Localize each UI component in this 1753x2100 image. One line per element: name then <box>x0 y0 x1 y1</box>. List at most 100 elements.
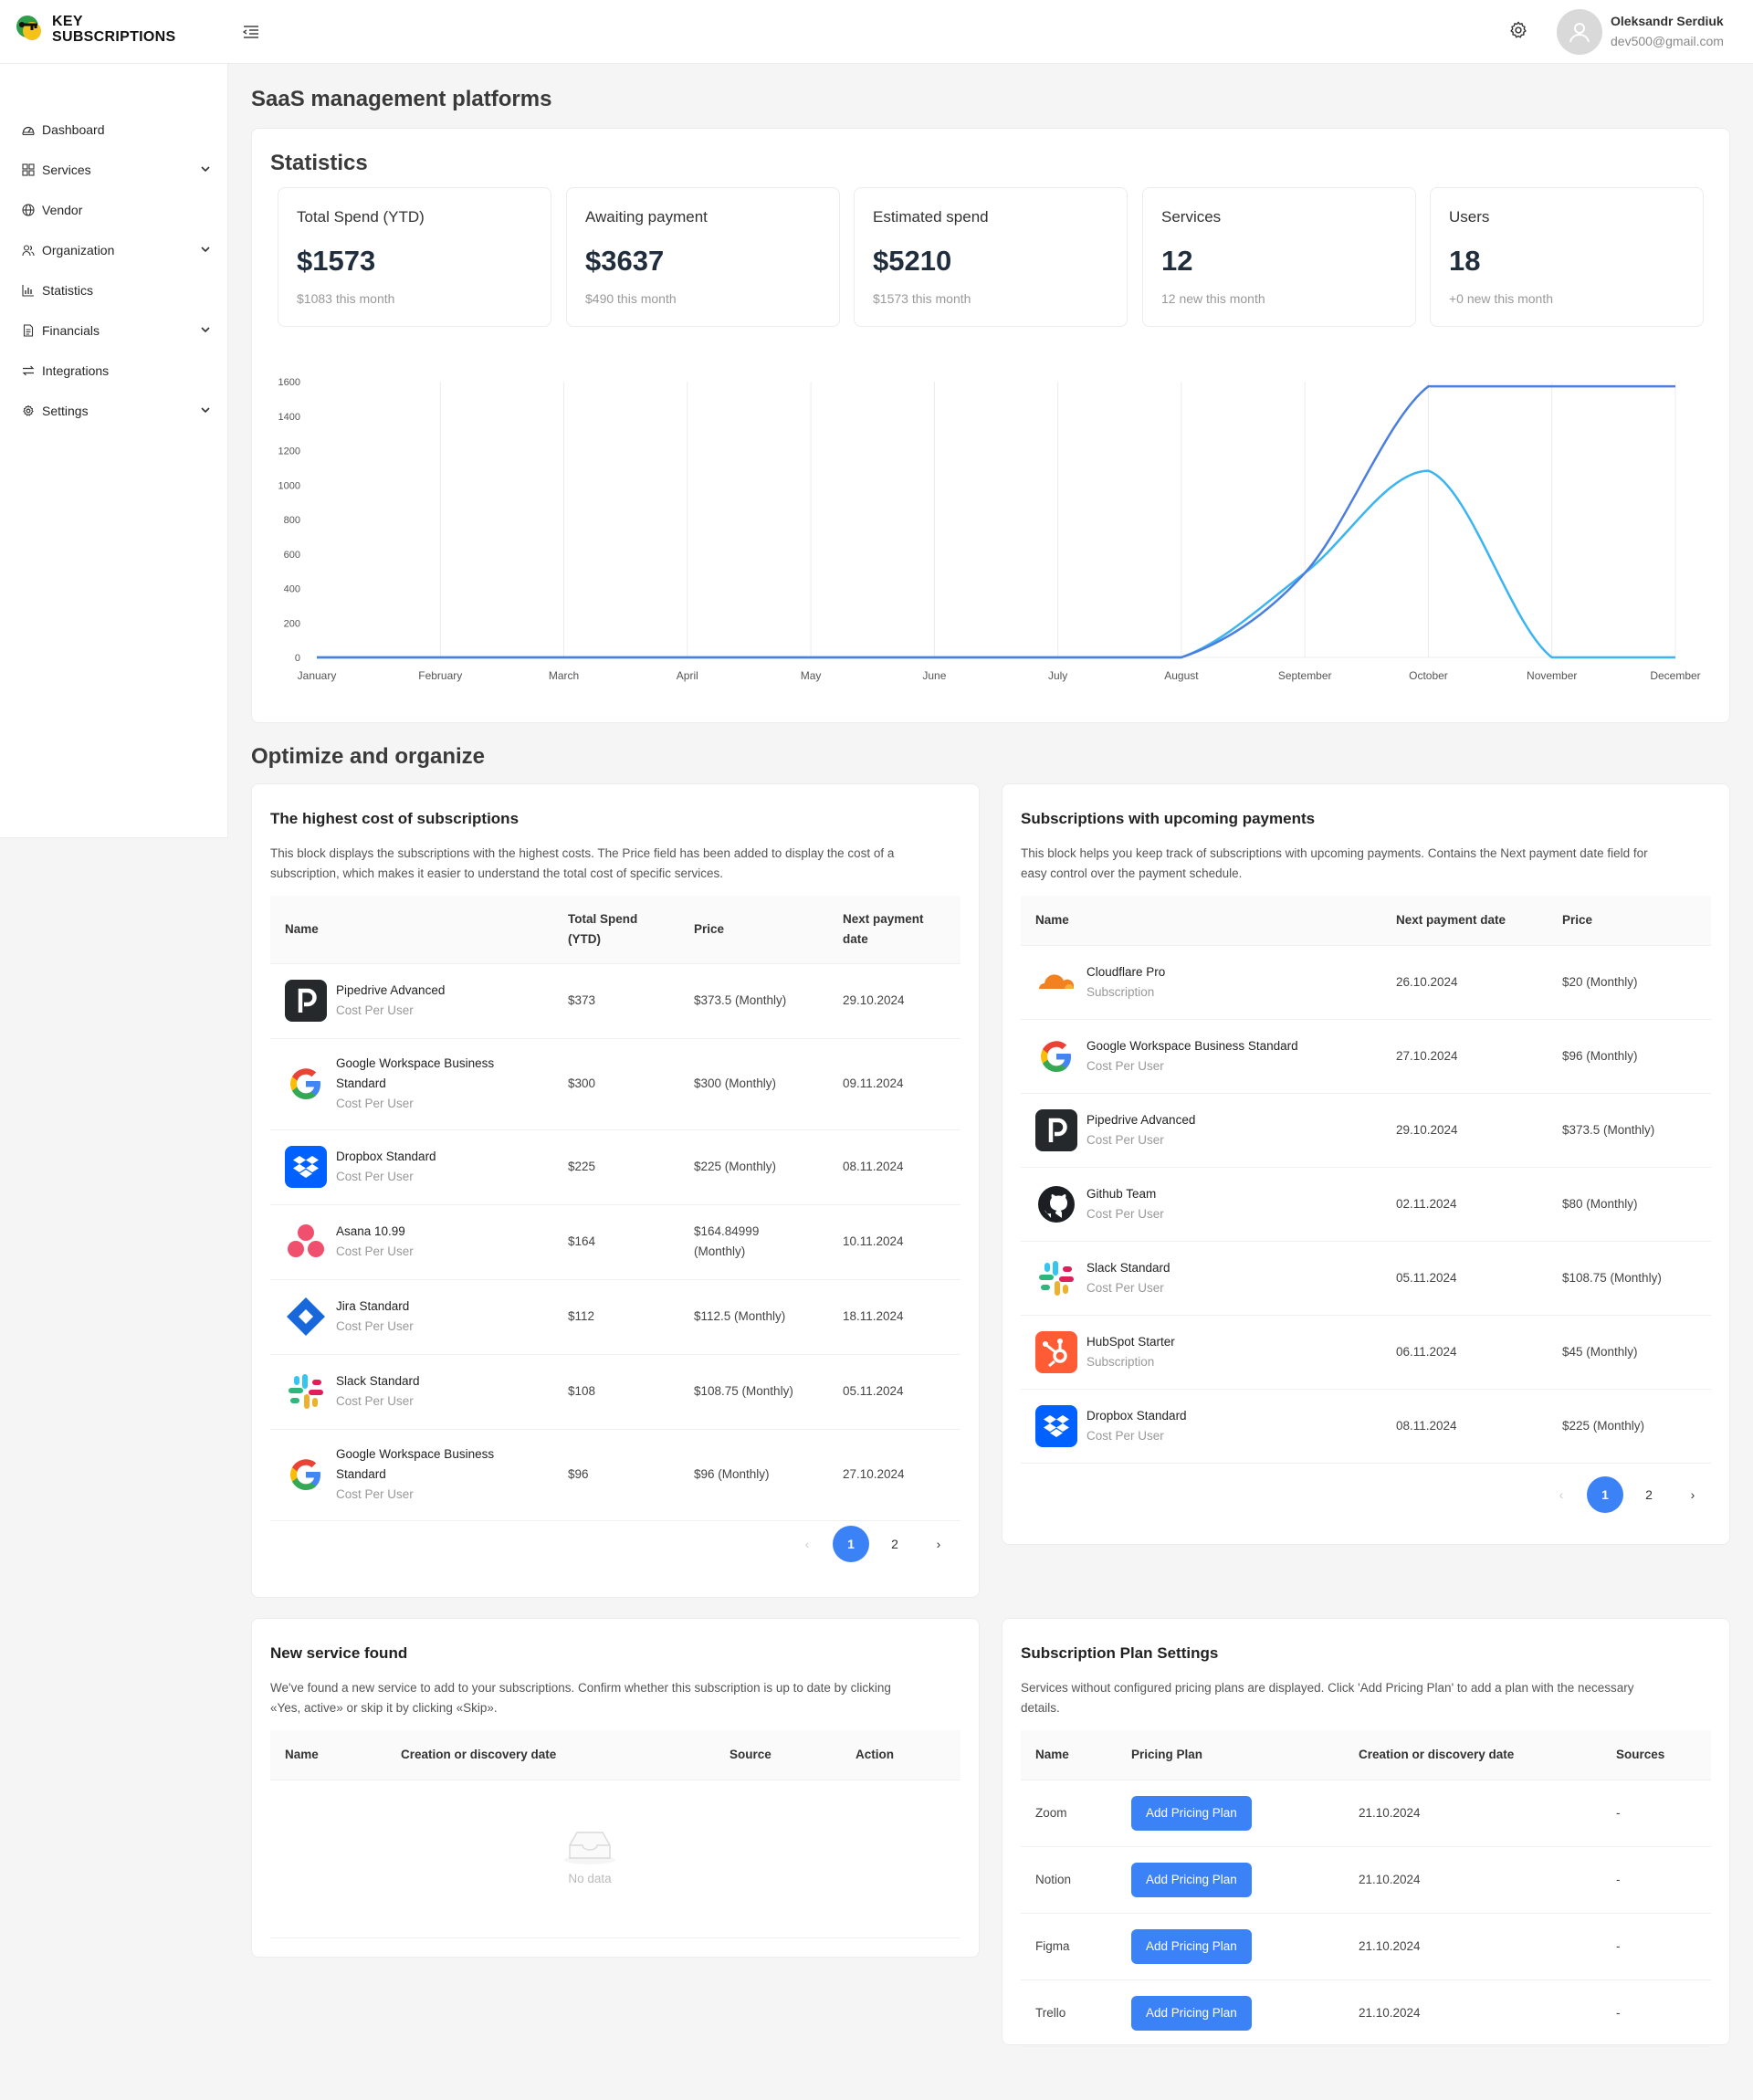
pagination-page-1[interactable]: 1 <box>833 1526 869 1562</box>
service-text: Google Workspace Business Standard Cost P… <box>1086 1036 1298 1076</box>
table-row[interactable]: Slack Standard Cost Per User 05.11.2024 $10… <box>1021 1241 1711 1316</box>
stat-label: Services <box>1161 208 1222 226</box>
settings-button[interactable] <box>1508 20 1532 44</box>
table-row[interactable]: Google Workspace Business Standard Cost Pe… <box>270 1429 960 1521</box>
menu-collapse-button[interactable] <box>239 20 263 44</box>
stat-card-total-spend: Total Spend (YTD) $1573 $1083 this month <box>278 187 551 327</box>
sidebar-item-financials[interactable]: Financials <box>0 310 227 351</box>
chevron-down-icon <box>201 247 210 253</box>
pagination-page-1[interactable]: 1 <box>1587 1476 1623 1513</box>
pagination-prev[interactable]: ‹ <box>804 1537 810 1551</box>
card-description: Services without configured pricing plan… <box>1021 1681 1634 1715</box>
sidebar-item-services[interactable]: Services <box>0 150 227 190</box>
pagination-next[interactable]: › <box>1690 1487 1695 1502</box>
table-row: Trello Add Pricing Plan 21.10.2024- <box>1021 1979 1711 2047</box>
add-pricing-plan-button[interactable]: Add Pricing Plan <box>1131 1862 1252 1897</box>
table-row[interactable]: Asana 10.99 Cost Per User $164 $164.84999 (M… <box>270 1204 960 1280</box>
table-row[interactable]: Slack Standard Cost Per User $108 $108.75 (… <box>270 1354 960 1430</box>
sidebar-item-vendor[interactable]: Vendor <box>0 190 227 230</box>
price-cell: $373.5 (Monthly) <box>1548 1093 1711 1168</box>
next-payment-cell: 09.11.2024 <box>828 1038 960 1130</box>
col-action: Action <box>841 1730 960 1780</box>
service-text: Slack Standard Cost Per User <box>1086 1258 1170 1298</box>
empty-state: No data <box>535 1827 645 1885</box>
add-pricing-plan-button[interactable]: Add Pricing Plan <box>1131 1995 1252 2031</box>
pagination-page-2[interactable]: 2 <box>891 1537 898 1551</box>
service-name[interactable]: Pipedrive Advanced <box>1086 1112 1196 1127</box>
service-name[interactable]: Slack Standard <box>336 1374 420 1388</box>
stat-sub: $490 this month <box>585 291 677 306</box>
service-name[interactable]: HubSpot Starter <box>1086 1334 1175 1349</box>
pagination-prev[interactable]: ‹ <box>1559 1487 1564 1502</box>
pagination-next[interactable]: › <box>936 1537 941 1551</box>
date-cell: 21.10.2024 <box>1344 1846 1601 1914</box>
total-spend-cell: $108 <box>553 1354 679 1430</box>
gear-icon <box>23 404 34 416</box>
name-cell: Pipedrive Advanced Cost Per User <box>270 963 553 1039</box>
name-cell: HubSpot Starter Subscription <box>1021 1315 1381 1390</box>
price-cell: $80 (Monthly) <box>1548 1167 1711 1242</box>
table-row[interactable]: HubSpot Starter Subscription 06.11.2024 $45… <box>1021 1315 1711 1390</box>
x-tick-label: January <box>298 669 337 682</box>
service-name[interactable]: Google Workspace Business Standard <box>1086 1038 1298 1053</box>
dropbox-logo-icon <box>1035 1404 1077 1447</box>
service-name[interactable]: Dropbox Standard <box>1086 1408 1187 1423</box>
service-name-cell: Jira Standard Cost Per User <box>285 1296 539 1338</box>
sidebar-item-organization[interactable]: Organization <box>0 230 227 270</box>
pagination: ‹ 1 2 › <box>782 1526 957 1562</box>
table-row[interactable]: Dropbox Standard Cost Per User $225 $225 (M… <box>270 1129 960 1205</box>
sidebar-item-statistics[interactable]: Statistics <box>0 270 227 310</box>
name-cell: Google Workspace Business Standard Cost P… <box>1021 1019 1381 1094</box>
service-type: Subscription <box>1086 1354 1155 1369</box>
next-payment-cell: 29.10.2024 <box>828 963 960 1039</box>
add-pricing-plan-button[interactable]: Add Pricing Plan <box>1131 1795 1252 1831</box>
service-name[interactable]: Jira Standard <box>336 1299 410 1313</box>
stat-label: Total Spend (YTD) <box>297 208 425 226</box>
total-spend-cell: $300 <box>553 1038 679 1130</box>
pagination-page-2[interactable]: 2 <box>1645 1487 1653 1502</box>
sidebar-item-integrations[interactable]: Integrations <box>0 351 227 391</box>
service-text: Dropbox Standard Cost Per User <box>336 1147 436 1187</box>
avatar[interactable] <box>1557 9 1602 55</box>
service-name[interactable]: Dropbox Standard <box>336 1150 436 1163</box>
table-row[interactable]: Dropbox Standard Cost Per User 08.11.2024 $… <box>1021 1389 1711 1464</box>
service-name[interactable]: Asana 10.99 <box>336 1224 405 1238</box>
sources-cell: - <box>1601 1846 1711 1914</box>
table-row[interactable]: Cloudflare Pro Subscription 26.10.2024 $20 … <box>1021 945 1711 1020</box>
users-icon <box>22 245 35 257</box>
service-name[interactable]: Github Team <box>1086 1186 1157 1201</box>
y-tick-label: 400 <box>284 584 300 595</box>
y-tick-label: 200 <box>284 618 300 629</box>
asana-logo-icon <box>288 1224 324 1257</box>
top-header: KEY SUBSCRIPTIONS Oleksandr Serdiuk dev5… <box>0 0 1753 64</box>
service-name-cell: Google Workspace Business Standard Cost Pe… <box>285 1444 539 1505</box>
sidebar-item-dashboard[interactable]: Dashboard <box>0 110 227 150</box>
pricing-plan-cell: Add Pricing Plan <box>1117 1979 1344 2047</box>
service-name[interactable]: Google Workspace Business <box>336 1056 495 1070</box>
next-payment-cell: 27.10.2024 <box>1381 1019 1548 1094</box>
service-name[interactable]: Slack Standard <box>1086 1260 1170 1275</box>
service-logo <box>285 1454 327 1496</box>
table-row[interactable]: Github Team Cost Per User 02.11.2024 $80 (M… <box>1021 1167 1711 1242</box>
price-cell: $108.75 (Monthly) <box>1548 1241 1711 1316</box>
table-row[interactable]: Pipedrive Advanced Cost Per User $373 $373.… <box>270 963 960 1039</box>
next-payment-cell: 06.11.2024 <box>1381 1315 1548 1390</box>
google-logo-icon <box>290 1068 320 1099</box>
add-pricing-plan-button[interactable]: Add Pricing Plan <box>1131 1928 1252 1964</box>
stat-card-awaiting-payment: Awaiting payment $3637 $490 this month <box>566 187 840 327</box>
service-name[interactable]: Google Workspace Business <box>336 1447 495 1461</box>
service-name[interactable]: Pipedrive Advanced <box>336 983 446 997</box>
service-type: Subscription <box>1086 984 1155 999</box>
table-row[interactable]: Google Workspace Business Standard Cost P… <box>1021 1019 1711 1094</box>
app-logo[interactable]: KEY SUBSCRIPTIONS <box>14 14 175 45</box>
card-description: This block helps you keep track of subsc… <box>1021 846 1648 880</box>
table-row[interactable]: Jira Standard Cost Per User $112 $112.5 (Mo… <box>270 1279 960 1355</box>
sidebar-item-settings[interactable]: Settings <box>0 391 227 431</box>
name-cell: Pipedrive Advanced Cost Per User <box>1021 1093 1381 1168</box>
table-row[interactable]: Google Workspace Business Standard Cost Pe… <box>270 1038 960 1130</box>
table-row[interactable]: Pipedrive Advanced Cost Per User 29.10.202… <box>1021 1093 1711 1168</box>
name-cell: Jira Standard Cost Per User <box>270 1279 553 1355</box>
service-name[interactable]: Cloudflare Pro <box>1086 964 1166 979</box>
plan-settings-table: Name Pricing Plan Creation or discovery … <box>1021 1730 1711 2047</box>
service-text: Jira Standard Cost Per User <box>336 1297 414 1337</box>
